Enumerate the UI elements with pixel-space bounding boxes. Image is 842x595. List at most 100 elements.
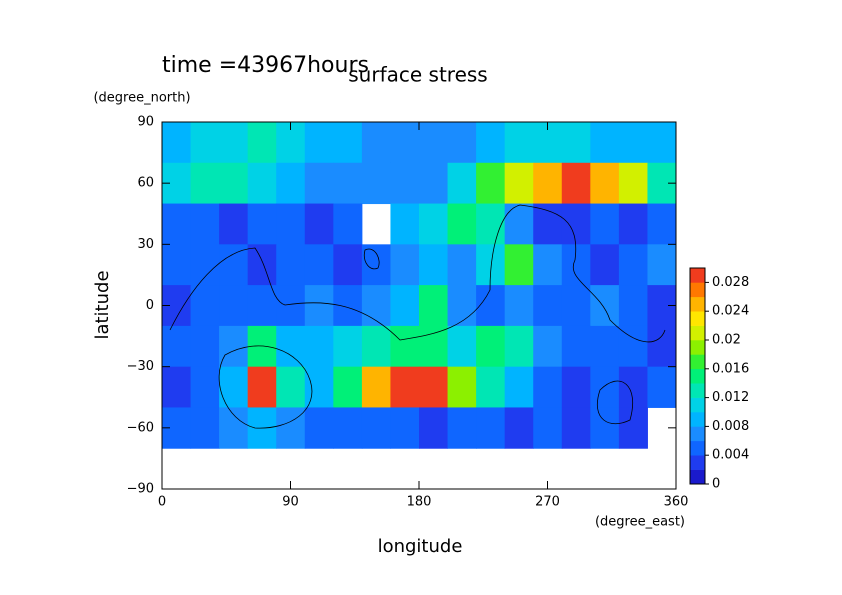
field-cell xyxy=(276,325,306,368)
field-cell xyxy=(504,203,534,245)
field-cell xyxy=(361,122,391,164)
field-cell xyxy=(504,122,534,164)
field-cell xyxy=(561,325,591,368)
field-cell xyxy=(304,407,334,449)
field-cell xyxy=(333,285,363,327)
colorbar-band xyxy=(690,426,705,442)
field-cell xyxy=(590,122,620,164)
field-cell xyxy=(247,203,277,245)
field-cell xyxy=(647,325,677,368)
field-cell xyxy=(276,285,306,327)
colorbar-band xyxy=(690,368,705,384)
field-cell xyxy=(419,366,449,408)
field-cell xyxy=(618,162,648,205)
field-cell xyxy=(219,366,249,408)
field-cell xyxy=(447,325,477,368)
field-cell xyxy=(304,162,334,205)
field-cell xyxy=(590,366,620,408)
y-tick-label: −90 xyxy=(127,482,154,497)
colorbar-band xyxy=(690,354,705,370)
field-cell xyxy=(276,366,306,408)
y-tick-label: 30 xyxy=(137,237,154,252)
colorbar-tick-label: 0.024 xyxy=(712,304,749,319)
colorbar-band xyxy=(690,383,705,398)
y-tick-label: −60 xyxy=(127,420,154,435)
field-cell xyxy=(333,407,363,449)
y-tick-label: 60 xyxy=(137,176,154,191)
field-cell xyxy=(190,325,220,368)
field-cell xyxy=(247,122,277,164)
colorbar-tick-label: 0.004 xyxy=(712,448,749,463)
field-cell xyxy=(419,285,449,327)
field-cell xyxy=(618,366,648,408)
field-cell xyxy=(162,325,192,368)
field-cell xyxy=(304,122,334,164)
field-cell xyxy=(419,325,449,368)
field-cell xyxy=(219,325,249,368)
field-cell xyxy=(419,407,449,449)
field-cell xyxy=(333,325,363,368)
field-cell xyxy=(333,162,363,205)
field-cell xyxy=(162,122,192,164)
field-cell xyxy=(162,244,192,286)
colorbar-band xyxy=(690,268,705,283)
field-cell xyxy=(304,244,334,286)
field-cell xyxy=(333,366,363,408)
colorbar-band xyxy=(690,412,705,427)
field-cell xyxy=(190,162,220,205)
chart-title: surface stress xyxy=(348,63,487,87)
colorbar-tick-label: 0.028 xyxy=(712,275,749,290)
field-cell xyxy=(190,285,220,327)
y-unit: (degree_north) xyxy=(93,91,190,106)
field-cell xyxy=(361,162,391,205)
field-cell xyxy=(561,285,591,327)
colorbar-band xyxy=(690,455,705,470)
colorbar-band xyxy=(690,325,705,341)
field-cell xyxy=(476,122,506,164)
field-cell xyxy=(247,285,277,327)
colorbar-tick-label: 0.012 xyxy=(712,390,749,405)
colorbar-band xyxy=(690,469,705,485)
field-cell xyxy=(361,325,391,368)
x-tick-label: 270 xyxy=(535,495,560,510)
field-cell xyxy=(304,366,334,408)
y-axis-title: latitude xyxy=(92,270,113,339)
field-cell xyxy=(162,203,192,245)
field-cell xyxy=(276,407,306,449)
field-cell xyxy=(590,407,620,449)
field-cell xyxy=(533,203,563,245)
field-cell xyxy=(447,162,477,205)
field-cell xyxy=(219,203,249,245)
coastlines xyxy=(169,204,666,429)
field-cell xyxy=(618,122,648,164)
field-cell xyxy=(219,244,249,286)
field-cell xyxy=(390,162,420,205)
field-cell xyxy=(533,407,563,449)
field-cell xyxy=(361,366,391,408)
field-cell xyxy=(533,366,563,408)
y-tick-label: −30 xyxy=(127,359,154,374)
field-cell xyxy=(276,244,306,286)
field-cell xyxy=(590,325,620,368)
field xyxy=(162,122,677,449)
field-cell xyxy=(561,407,591,449)
field-cell xyxy=(476,325,506,368)
field-cell xyxy=(504,285,534,327)
x-unit: (degree_east) xyxy=(595,515,685,530)
field-cell xyxy=(276,203,306,245)
field-cell xyxy=(561,122,591,164)
field-cell xyxy=(504,325,534,368)
field-cell xyxy=(618,407,648,449)
field-cell xyxy=(333,122,363,164)
field-cell xyxy=(390,244,420,286)
colorbar-band xyxy=(690,311,705,326)
field-cell xyxy=(504,407,534,449)
time-annotation: time =43967hours xyxy=(162,53,369,78)
field-cell xyxy=(390,122,420,164)
field-cell xyxy=(561,244,591,286)
field-cell xyxy=(190,407,220,449)
colorbar-tick-label: 0 xyxy=(712,477,720,492)
field-cell xyxy=(390,366,420,408)
field-cell xyxy=(647,122,677,164)
